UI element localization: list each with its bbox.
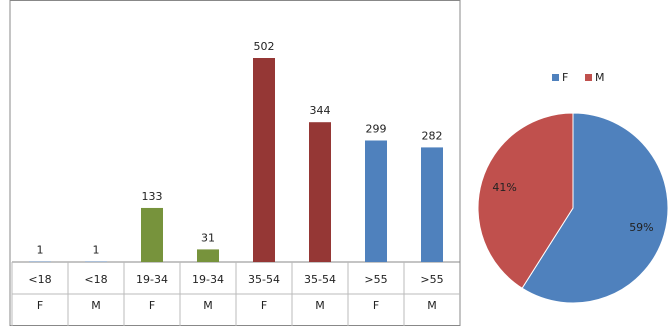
data-label: 299 xyxy=(366,122,387,135)
data-label: 1 xyxy=(37,244,44,257)
legend-swatch xyxy=(585,74,592,81)
x-sub-label: F xyxy=(149,299,155,312)
pie-slice xyxy=(521,112,669,304)
data-label: 1 xyxy=(93,244,100,257)
x-tick-label: <18 xyxy=(84,273,107,286)
x-sub-label: M xyxy=(315,299,325,312)
data-label: 31 xyxy=(201,231,215,244)
bar xyxy=(309,122,331,262)
x-sub-label: M xyxy=(91,299,101,312)
bar xyxy=(141,207,163,262)
data-label: 502 xyxy=(254,40,275,53)
pie-slice xyxy=(477,112,574,289)
data-label: 282 xyxy=(422,129,443,142)
x-tick-label: >55 xyxy=(420,273,443,286)
x-tick-label: >55 xyxy=(364,273,387,286)
bar xyxy=(365,140,387,262)
legend-label: M xyxy=(595,71,605,84)
x-sub-label: M xyxy=(427,299,437,312)
chart-frame xyxy=(9,0,461,326)
x-tick-label: 19-34 xyxy=(136,273,168,286)
x-sub-label: F xyxy=(37,299,43,312)
bar xyxy=(197,249,219,262)
bar xyxy=(253,58,275,262)
data-label: 133 xyxy=(142,190,163,203)
legend-label: F xyxy=(562,71,568,84)
slice-label: 59% xyxy=(629,221,653,234)
x-tick-label: 35-54 xyxy=(248,273,280,286)
slice-label: 41% xyxy=(492,181,516,194)
x-sub-label: F xyxy=(261,299,267,312)
data-label: 344 xyxy=(310,104,331,117)
x-tick-label: <18 xyxy=(28,273,51,286)
x-sub-label: F xyxy=(373,299,379,312)
x-tick-label: 19-34 xyxy=(192,273,224,286)
legend-swatch xyxy=(552,74,559,81)
x-sub-label: M xyxy=(203,299,213,312)
x-tick-label: 35-54 xyxy=(304,273,336,286)
bar xyxy=(421,147,443,262)
